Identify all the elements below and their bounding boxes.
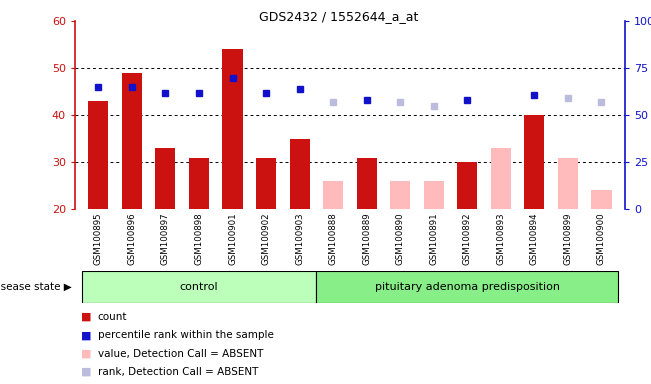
Text: GDS2432 / 1552644_a_at: GDS2432 / 1552644_a_at [259,10,419,23]
Text: GSM100893: GSM100893 [496,212,505,265]
Bar [156,148,176,209]
Bar [390,181,410,209]
Bar [491,148,511,209]
Bar [558,157,578,209]
Text: GSM100901: GSM100901 [228,212,237,265]
Text: GSM100902: GSM100902 [262,212,271,265]
Text: pituitary adenoma predisposition: pituitary adenoma predisposition [375,282,560,292]
Text: GSM100891: GSM100891 [429,212,438,265]
Bar [89,101,109,209]
Text: GSM100894: GSM100894 [530,212,539,265]
Text: GSM100892: GSM100892 [463,212,472,265]
Text: percentile rank within the sample: percentile rank within the sample [98,330,273,340]
Bar [591,190,611,209]
Text: ■: ■ [81,312,92,322]
Bar [457,162,477,209]
Bar [81,271,316,303]
Bar [323,181,343,209]
Text: GSM100899: GSM100899 [563,212,572,265]
Text: control: control [180,282,218,292]
Text: GSM100896: GSM100896 [128,212,137,265]
Text: value, Detection Call = ABSENT: value, Detection Call = ABSENT [98,349,263,359]
Text: GSM100903: GSM100903 [295,212,304,265]
Text: GSM100897: GSM100897 [161,212,170,265]
Text: GSM100900: GSM100900 [597,212,606,265]
Bar [189,157,209,209]
Text: ■: ■ [81,349,92,359]
Bar [316,271,618,303]
Text: GSM100898: GSM100898 [195,212,204,265]
Text: disease state ▶: disease state ▶ [0,282,72,292]
Bar [256,157,276,209]
Bar [122,73,142,209]
Text: ■: ■ [81,330,92,340]
Text: GSM100895: GSM100895 [94,212,103,265]
Bar [357,157,377,209]
Text: rank, Detection Call = ABSENT: rank, Detection Call = ABSENT [98,367,258,377]
Text: GSM100889: GSM100889 [362,212,371,265]
Text: count: count [98,312,127,322]
Bar [290,139,310,209]
Text: GSM100890: GSM100890 [396,212,405,265]
Text: ■: ■ [81,367,92,377]
Bar [424,181,444,209]
Bar [524,115,544,209]
Bar [223,50,243,209]
Text: GSM100888: GSM100888 [329,212,338,265]
